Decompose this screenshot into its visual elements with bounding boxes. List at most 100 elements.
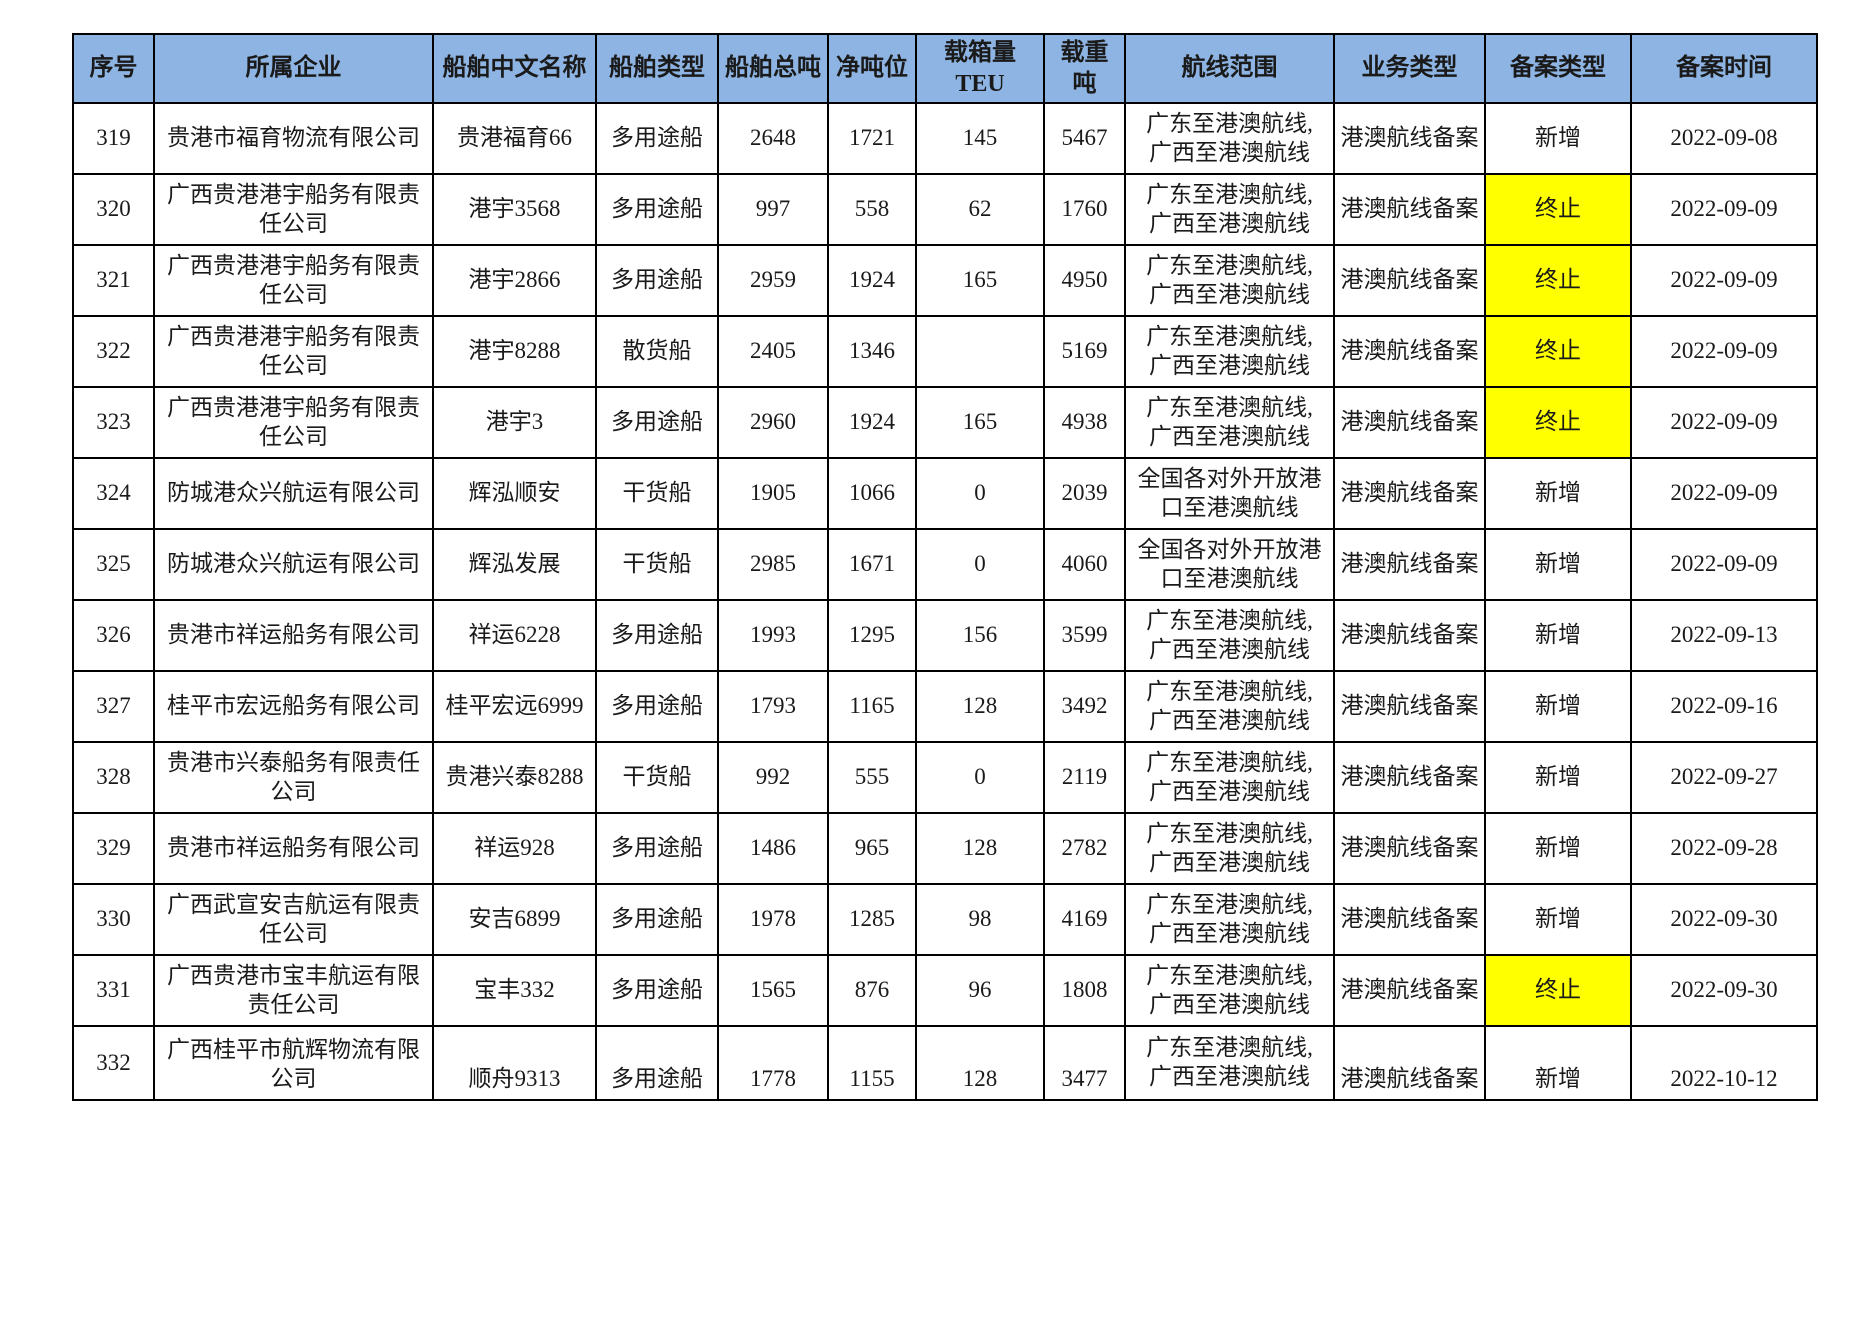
- cell-ship-type: 多用途船: [595, 386, 719, 459]
- cell-gross-tonnage: 1565: [717, 954, 829, 1027]
- cell-filing-type: 新增: [1484, 599, 1632, 672]
- cell-filing-date: 2022-09-09: [1630, 457, 1818, 530]
- cell-deadweight: 2039: [1043, 457, 1126, 530]
- cell-deadweight: 4060: [1043, 528, 1126, 601]
- cell-gross-tonnage: 2959: [717, 244, 829, 317]
- cell-deadweight: 1808: [1043, 954, 1126, 1027]
- cell-filing-type: 新增: [1484, 102, 1632, 175]
- cell-net-tonnage: 1066: [827, 457, 917, 530]
- cell-company: 广西武宣安吉航运有限责 任公司: [153, 883, 434, 956]
- cell-gross-tonnage: 2960: [717, 386, 829, 459]
- cell-filing-type: 终止: [1484, 315, 1632, 388]
- cell-teu: 0: [915, 528, 1045, 601]
- cell-business-type: 港澳航线备案: [1333, 812, 1486, 885]
- cell-ship-name: 港宇3: [432, 386, 597, 459]
- cell-ship-name: 祥运928: [432, 812, 597, 885]
- cell-filing-date: 2022-09-27: [1630, 741, 1818, 814]
- cell-ship-type: 多用途船: [595, 244, 719, 317]
- cell-teu: 128: [915, 812, 1045, 885]
- cell-net-tonnage: 965: [827, 812, 917, 885]
- cell-deadweight: 3492: [1043, 670, 1126, 743]
- cell-company: 贵港市祥运船务有限公司: [153, 812, 434, 885]
- cell-gross-tonnage: 997: [717, 173, 829, 246]
- cell-company: 贵港市兴泰船务有限责任 公司: [153, 741, 434, 814]
- cell-filing-type: 终止: [1484, 173, 1632, 246]
- cell-teu: 0: [915, 741, 1045, 814]
- cell-filing-date: 2022-09-09: [1630, 244, 1818, 317]
- cell-business-type: 港澳航线备案: [1333, 173, 1486, 246]
- cell-company: 广西贵港港宇船务有限责 任公司: [153, 173, 434, 246]
- cell-route: 广东至港澳航线, 广西至港澳航线: [1124, 386, 1335, 459]
- cell-ship-name: 港宇8288: [432, 315, 597, 388]
- cell-deadweight: 3599: [1043, 599, 1126, 672]
- cell-net-tonnage: 1924: [827, 244, 917, 317]
- cell-route: 广东至港澳航线, 广西至港澳航线: [1124, 670, 1335, 743]
- cell-route: 广东至港澳航线, 广西至港澳航线: [1124, 741, 1335, 814]
- cell-company: 广西桂平市航辉物流有限 公司: [153, 1025, 434, 1101]
- cell-route: 广东至港澳航线, 广西至港澳航线: [1124, 599, 1335, 672]
- cell-teu: 98: [915, 883, 1045, 956]
- cell-teu: 128: [915, 670, 1045, 743]
- cell-route: 广东至港澳航线, 广西至港澳航线: [1124, 173, 1335, 246]
- cell-teu: 156: [915, 599, 1045, 672]
- table-header: 序号 所属企业 船舶中文名称 船舶类型 船舶总吨 净吨位 载箱量TEU 载重吨 航线范围 业务类型…: [72, 33, 1818, 104]
- cell-seq: 321: [72, 244, 155, 317]
- cell-filing-date: 2022-09-09: [1630, 528, 1818, 601]
- cell-ship-type: 多用途船: [595, 883, 719, 956]
- table-row-329: 329 贵港市祥运船务有限公司 祥运928 多用途船 1486 965 128 2782 广东至…: [72, 812, 1818, 885]
- cell-ship-type: 多用途船: [595, 599, 719, 672]
- cell-seq: 324: [72, 457, 155, 530]
- table-row-330: 330 广西武宣安吉航运有限责 任公司 安吉6899 多用途船 1978 1285 98 41…: [72, 883, 1818, 956]
- cell-ship-type: 干货船: [595, 528, 719, 601]
- cell-business-type: 港澳航线备案: [1333, 741, 1486, 814]
- column-header-filing-type: 备案类型: [1484, 33, 1632, 104]
- cell-deadweight: 2782: [1043, 812, 1126, 885]
- cell-gross-tonnage: 1993: [717, 599, 829, 672]
- cell-route: 全国各对外开放港 口至港澳航线: [1124, 457, 1335, 530]
- cell-gross-tonnage: 2985: [717, 528, 829, 601]
- cell-gross-tonnage: 1793: [717, 670, 829, 743]
- cell-business-type: 港澳航线备案: [1333, 244, 1486, 317]
- cell-net-tonnage: 876: [827, 954, 917, 1027]
- cell-gross-tonnage: 1778: [717, 1025, 829, 1101]
- cell-ship-name: 安吉6899: [432, 883, 597, 956]
- cell-seq: 322: [72, 315, 155, 388]
- cell-seq: 332: [72, 1025, 155, 1101]
- cell-teu: 62: [915, 173, 1045, 246]
- cell-net-tonnage: 1155: [827, 1025, 917, 1101]
- cell-filing-type: 新增: [1484, 457, 1632, 530]
- cell-filing-date: 2022-09-30: [1630, 954, 1818, 1027]
- cell-company: 广西贵港港宇船务有限责 任公司: [153, 315, 434, 388]
- cell-ship-type: 干货船: [595, 457, 719, 530]
- cell-route: 广东至港澳航线, 广西至港澳航线: [1124, 812, 1335, 885]
- cell-ship-name: 贵港福育66: [432, 102, 597, 175]
- cell-filing-type: 新增: [1484, 883, 1632, 956]
- cell-ship-name: 祥运6228: [432, 599, 597, 672]
- cell-teu: 165: [915, 244, 1045, 317]
- cell-ship-name: 桂平宏远6999: [432, 670, 597, 743]
- column-header-ship-name: 船舶中文名称: [432, 33, 597, 104]
- ship-filing-table: 序号 所属企业 船舶中文名称 船舶类型 船舶总吨 净吨位 载箱量TEU 载重吨 航线范围 业务类型…: [72, 33, 1818, 1101]
- column-header-seq: 序号: [72, 33, 155, 104]
- cell-deadweight: 2119: [1043, 741, 1126, 814]
- table-row-331: 331 广西贵港市宝丰航运有限 责任公司 宝丰332 多用途船 1565 876 96 180…: [72, 954, 1818, 1027]
- cell-gross-tonnage: 2648: [717, 102, 829, 175]
- cell-company: 广西贵港市宝丰航运有限 责任公司: [153, 954, 434, 1027]
- cell-net-tonnage: 1295: [827, 599, 917, 672]
- cell-teu: 165: [915, 386, 1045, 459]
- cell-filing-date: 2022-09-09: [1630, 315, 1818, 388]
- table-row-328: 328 贵港市兴泰船务有限责任 公司 贵港兴泰8288 干货船 992 555 0 2119 广…: [72, 741, 1818, 814]
- column-header-business-type: 业务类型: [1333, 33, 1486, 104]
- cell-filing-type: 新增: [1484, 1025, 1632, 1101]
- cell-net-tonnage: 1346: [827, 315, 917, 388]
- cell-company: 贵港市福育物流有限公司: [153, 102, 434, 175]
- table-row-324: 324 防城港众兴航运有限公司 辉泓顺安 干货船 1905 1066 0 2039 全国各对外开…: [72, 457, 1818, 530]
- cell-filing-type: 新增: [1484, 812, 1632, 885]
- cell-business-type: 港澳航线备案: [1333, 954, 1486, 1027]
- cell-business-type: 港澳航线备案: [1333, 1025, 1486, 1101]
- cell-seq: 320: [72, 173, 155, 246]
- cell-ship-name: 港宇3568: [432, 173, 597, 246]
- cell-teu: [915, 315, 1045, 388]
- cell-company: 广西贵港港宇船务有限责 任公司: [153, 386, 434, 459]
